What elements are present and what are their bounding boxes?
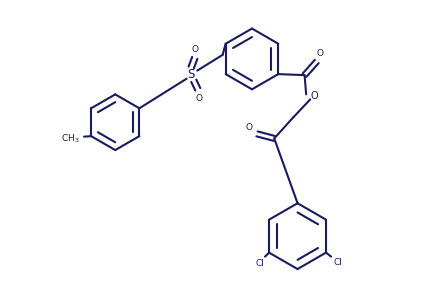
Text: Cl: Cl bbox=[256, 259, 265, 268]
Text: O: O bbox=[192, 45, 199, 54]
Text: O: O bbox=[317, 49, 324, 58]
Text: O: O bbox=[311, 91, 318, 101]
Text: Cl: Cl bbox=[333, 258, 342, 267]
Text: O: O bbox=[246, 123, 253, 132]
Text: S: S bbox=[187, 68, 195, 81]
Text: O: O bbox=[196, 95, 203, 104]
Text: CH$_3$: CH$_3$ bbox=[61, 133, 80, 145]
